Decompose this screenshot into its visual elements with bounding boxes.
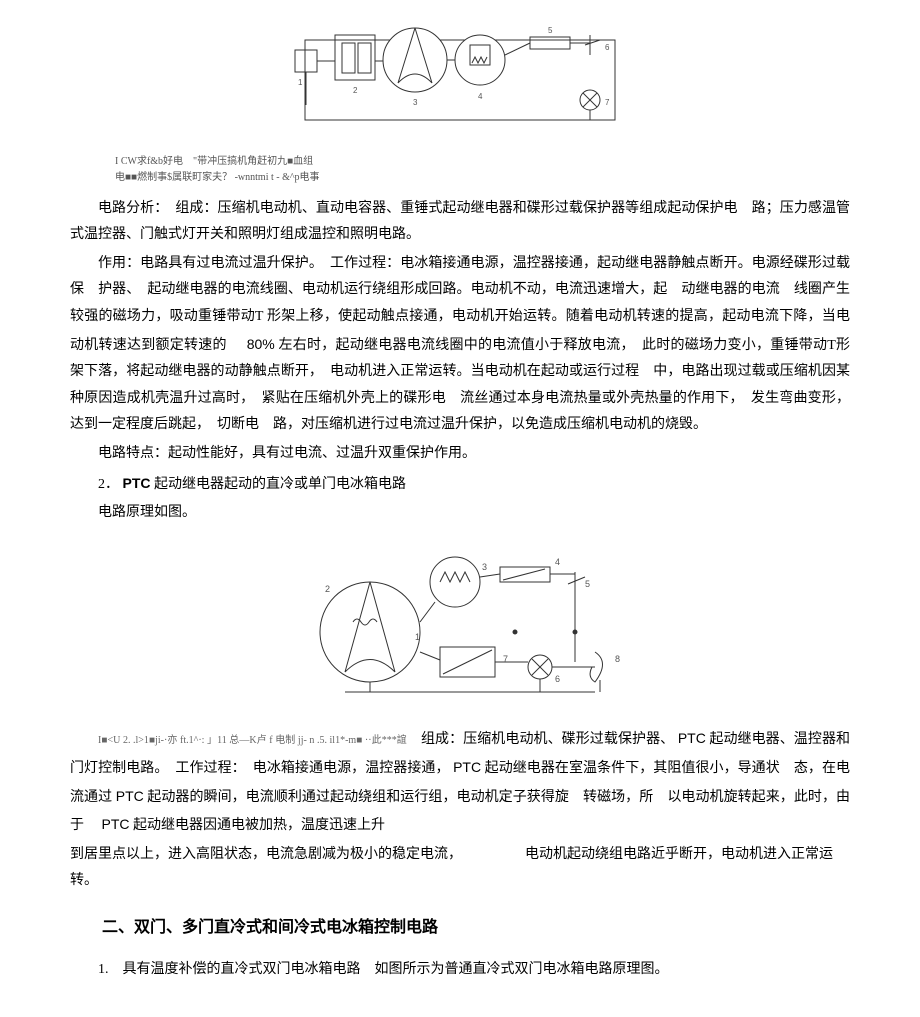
diagram-2-wrap: 1 2 3 4 5 6 7 8 [70, 532, 850, 718]
para5-ptc4: PTC [102, 816, 130, 832]
paragraph-function: 作用：电路具有过电流过温升保护。 工作过程：电冰箱接通电源，温控器接通，起动继电… [70, 251, 850, 439]
paragraph-analysis: 电路分析： 组成：压缩机电动机、直动电容器、重锤式起动继电器和碟形过载保护器等组… [70, 196, 850, 249]
svg-text:8: 8 [615, 654, 620, 664]
para7: 1. 具有温度补偿的直冷式双门电冰箱电路 如图所示为普通直冷式双门电冰箱电路原理… [70, 957, 850, 984]
svg-text:3: 3 [413, 98, 418, 107]
para5-ptc1: PTC [678, 730, 706, 746]
heading-2: 二、双门、多门直冷式和间冷式电冰箱控制电路 [70, 913, 850, 943]
svg-text:7: 7 [503, 654, 508, 664]
paragraph-feature: 电路特点：起动性能好，具有过电流、过温升双重保护作用。 [70, 441, 850, 468]
svg-text:1: 1 [298, 78, 303, 87]
item-2-ptc: PTC [123, 475, 151, 491]
diagram-1-wrap: 1 2 3 4 5 6 7 [70, 15, 850, 146]
caption-1-line-2: 电■■燃制事$属联町家夫？ -wnntmi t - &^p电事 [115, 170, 850, 186]
svg-text:3: 3 [482, 562, 487, 572]
paragraph-diagram-ref: 电路原理如图。 [70, 500, 850, 527]
svg-text:4: 4 [478, 92, 483, 101]
svg-text:2: 2 [325, 584, 330, 594]
para6: 到居里点以上，进入高阻状态，电流急剧减为极小的稳定电流， 电动机起动绕组电路近乎… [70, 842, 850, 895]
item-2-num: 2． [98, 477, 119, 492]
svg-text:7: 7 [605, 98, 610, 107]
para5-a: 组成：压缩机电动机、碟形过载保护器、 [421, 732, 674, 747]
svg-text:6: 6 [555, 674, 560, 684]
circuit-diagram-2: 1 2 3 4 5 6 7 8 [285, 532, 635, 707]
svg-text:5: 5 [548, 26, 553, 35]
svg-text:6: 6 [605, 43, 610, 52]
diagram-1-caption: I CW求f&b好电 "带冲压搞机角赶初九■血组 电■■燃制事$属联町家夫？ -… [70, 154, 850, 186]
svg-text:4: 4 [555, 557, 560, 567]
svg-text:5: 5 [585, 579, 590, 589]
svg-text:1: 1 [415, 632, 420, 642]
circuit-diagram-1: 1 2 3 4 5 6 7 [280, 15, 640, 135]
caption-1-line-1: I CW求f&b好电 "带冲压搞机角赶初九■血组 [115, 154, 850, 170]
para2-pct: 80% [247, 336, 275, 352]
item-2-rest: 起动继电器起动的直冷或单门电冰箱电路 [151, 477, 407, 492]
para5-ptc2: PTC [453, 759, 481, 775]
svg-text:2: 2 [353, 86, 358, 95]
para5-block: I■<U 2. .l>1■ji-·亦 ft.1^·: 」11 总—K卢 f 电制… [70, 725, 850, 839]
para5-e: 起动继电器因通电被加热，温度迅速上升 [130, 818, 386, 833]
item-2-heading: 2． PTC 起动继电器起动的直冷或单门电冰箱电路 [70, 470, 850, 499]
diagram-2-caption: I■<U 2. .l>1■ji-·亦 ft.1^·: 」11 总—K卢 f 电制… [98, 735, 417, 746]
para5: I■<U 2. .l>1■ji-·亦 ft.1^·: 」11 总—K卢 f 电制… [70, 725, 850, 839]
para5-ptc3: PTC [116, 788, 144, 804]
